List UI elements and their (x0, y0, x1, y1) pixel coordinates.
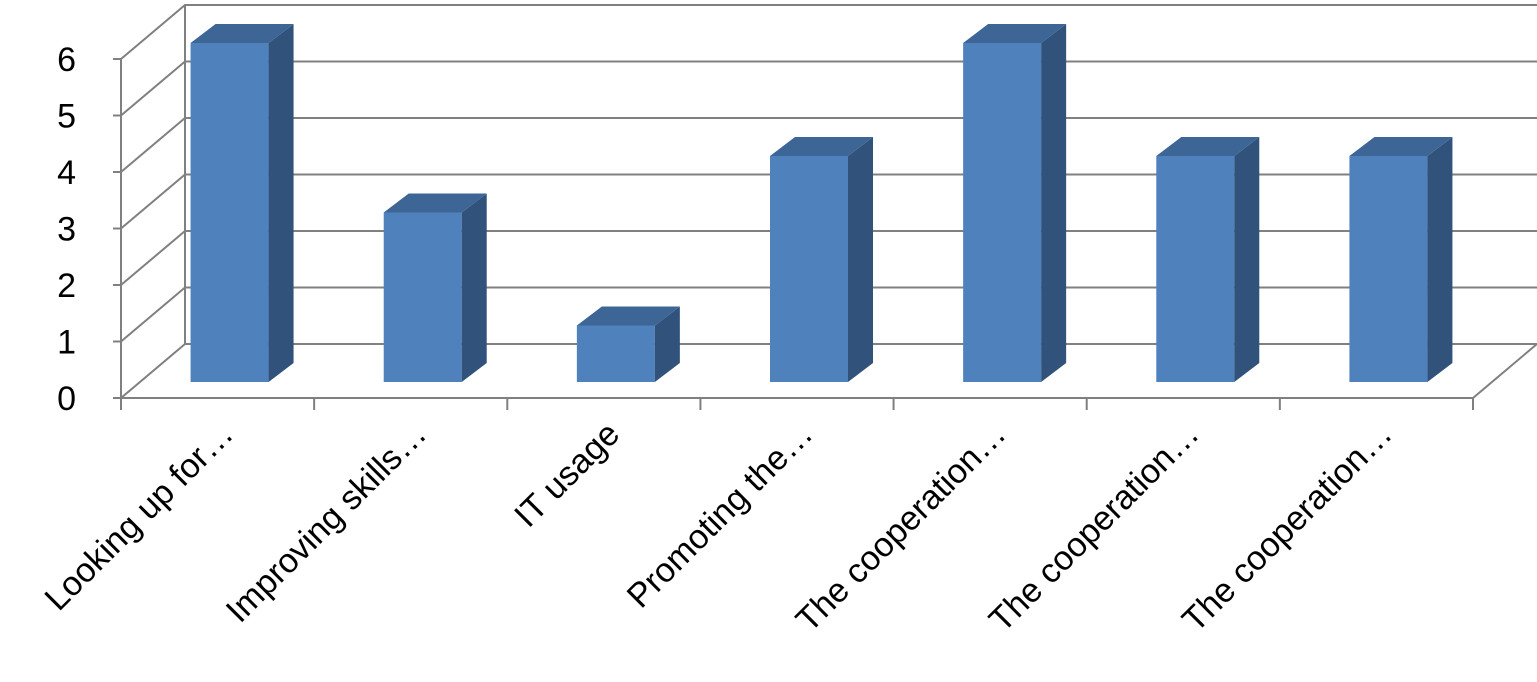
bar-3 (770, 137, 873, 382)
bar-front-5 (1156, 156, 1235, 382)
bar-front-4 (963, 43, 1042, 382)
category-label-1: Improving skills… (219, 415, 434, 630)
y-tick-label-5: 5 (57, 98, 76, 136)
floor-right-edge (1472, 343, 1537, 399)
bar-side-5 (1234, 137, 1260, 382)
y-tick-label-0: 0 (57, 380, 76, 418)
bar-top-0 (190, 24, 294, 43)
bar-front-2 (576, 325, 655, 382)
axes (113, 58, 1537, 410)
bar-top-1 (383, 193, 487, 213)
category-label-3: Promoting the… (620, 415, 821, 616)
bar-front-0 (190, 43, 269, 382)
bar-4 (963, 24, 1067, 382)
bar-top-6 (1349, 137, 1453, 156)
bar-side-1 (461, 193, 487, 382)
bar-side-3 (848, 137, 873, 382)
gridline-5 (120, 60, 1537, 117)
bar-6 (1349, 137, 1453, 382)
bar-0 (190, 24, 294, 382)
category-label-5: The cooperation… (982, 415, 1207, 640)
y-tick-label-2: 2 (57, 267, 76, 305)
y-tick-label-1: 1 (57, 324, 76, 362)
gridlines (120, 4, 1537, 399)
bar-5 (1156, 137, 1260, 382)
bar-side-4 (1041, 24, 1067, 382)
bar-top-5 (1156, 137, 1260, 156)
bar-top-3 (770, 137, 873, 156)
bar-2 (576, 306, 680, 382)
bar-front-6 (1349, 156, 1428, 382)
gridline-6 (120, 4, 1537, 60)
category-label-6: The cooperation… (1175, 415, 1400, 640)
category-label-2: IT usage (507, 415, 627, 535)
bars (190, 24, 1453, 382)
bar-front-1 (383, 212, 462, 382)
bar-1 (383, 193, 487, 382)
y-tick-label-4: 4 (57, 154, 76, 192)
y-tick-label-6: 6 (57, 41, 76, 79)
bar-side-6 (1427, 137, 1453, 382)
y-tick-label-3: 3 (57, 211, 76, 249)
bar-front-3 (770, 156, 848, 382)
category-label-4: The cooperation… (789, 415, 1014, 640)
bar-side-2 (654, 306, 680, 382)
bar-top-2 (576, 306, 680, 326)
category-label-0: Looking up for… (38, 415, 241, 618)
bar-top-4 (963, 24, 1067, 43)
bar-side-0 (268, 24, 294, 382)
